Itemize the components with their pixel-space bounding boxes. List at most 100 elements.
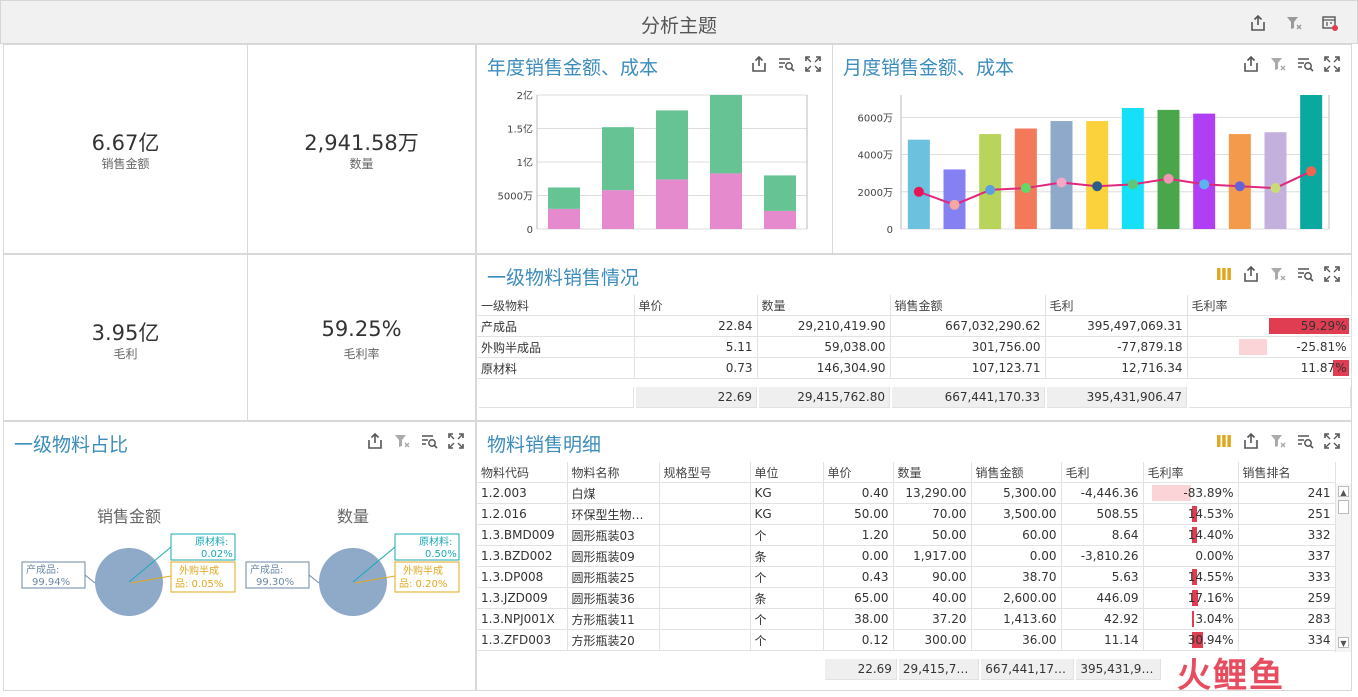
export-icon[interactable] [1242, 265, 1260, 283]
column-header[interactable]: 物料代码 [477, 462, 568, 483]
scroll-up-arrow-icon[interactable]: ▲ [1338, 486, 1349, 497]
column-header[interactable]: 单位 [750, 462, 824, 483]
cell-rate: 3.04% [1143, 608, 1239, 630]
clear-filter-icon[interactable] [1269, 55, 1287, 73]
column-header[interactable]: 数量 [893, 462, 972, 483]
rate-bar [1269, 318, 1349, 334]
cell-price: 0.43 [823, 566, 894, 588]
clear-filter-icon[interactable] [1285, 14, 1303, 32]
column-chooser-icon[interactable] [1215, 432, 1233, 450]
level1-table-panel: 一级物料销售情况 一级物料 单价 数量 销售金额 毛利 毛利率 产成品 22.84… [476, 254, 1352, 421]
cell-qty: 300.00 [893, 629, 972, 651]
drill-icon[interactable] [1296, 265, 1314, 283]
column-header[interactable]: 数量 [757, 295, 891, 316]
cell-rank: 283 [1238, 608, 1336, 630]
column-header[interactable]: 毛利 [1045, 295, 1188, 316]
kpi-value: 2,941.58万 [304, 131, 419, 155]
column-header[interactable]: 销售排名 [1238, 462, 1336, 483]
column-header[interactable]: 单价 [823, 462, 894, 483]
cell-qty: 37.20 [893, 608, 972, 630]
clear-filter-icon[interactable] [1269, 265, 1287, 283]
page-title: 分析主题 [640, 15, 717, 37]
cell-rate: 59.29% [1187, 315, 1352, 337]
cell-rank: 241 [1238, 482, 1336, 504]
total-amount: 667,441,170… [981, 659, 1075, 680]
cell-price: 50.00 [823, 503, 894, 525]
table-row[interactable]: 1.3.DP008 圆形瓶装25 个 0.43 90.00 38.70 5.63 14.55%… [477, 566, 1336, 588]
column-header[interactable]: 物料名称 [567, 462, 660, 483]
clear-filter-icon[interactable] [1269, 432, 1287, 450]
cell-profit: -3,810.26 [1061, 545, 1144, 567]
clear-filter-icon[interactable] [393, 432, 411, 450]
panel-title: 一级物料销售情况 [487, 267, 640, 289]
column-chooser-icon[interactable] [1215, 265, 1233, 283]
cell-code: 1.2.016 [477, 503, 568, 525]
y-tick-label: 0 [887, 225, 893, 236]
table-row[interactable]: 1.2.016 环保型生物… KG 50.00 70.00 3,500.00 508.55 1… [477, 503, 1336, 525]
column-header[interactable]: 销售金额 [971, 462, 1062, 483]
bar-segment [602, 190, 634, 229]
drill-icon[interactable] [1296, 432, 1314, 450]
cell-unit: 条 [750, 587, 824, 609]
table-row[interactable]: 外购半成品 5.11 59,038.00 301,756.00 -77,879.18 -2… [477, 336, 1352, 358]
export-icon[interactable] [366, 432, 384, 450]
export-icon[interactable] [1242, 55, 1260, 73]
line-point [949, 199, 960, 210]
column-header[interactable]: 毛利率 [1143, 462, 1239, 483]
table-row[interactable]: 1.3.BZD002 圆形瓶装09 条 0.00 1,917.00 0.00 -3,810.… [477, 545, 1336, 567]
watermark-logo: 火鲤鱼 [1177, 656, 1285, 696]
fullscreen-icon[interactable] [1323, 55, 1341, 73]
table-row[interactable]: 1.3.NPJ001X 方形瓶装11 个 38.00 37.20 1,413.60 42.9… [477, 608, 1336, 630]
cell-rate: 17.16% [1143, 587, 1239, 609]
calendar-icon[interactable] [1321, 14, 1339, 32]
cell-price: 0.73 [634, 357, 758, 379]
column-header[interactable]: 毛利 [1061, 462, 1144, 483]
drill-icon[interactable] [777, 55, 795, 73]
line-point [1234, 181, 1245, 192]
export-icon[interactable] [1249, 14, 1267, 32]
cell-spec [659, 608, 751, 630]
export-icon[interactable] [750, 55, 768, 73]
column-header[interactable]: 一级物料 [477, 295, 635, 316]
cell-qty: 1,917.00 [893, 545, 972, 567]
export-icon[interactable] [1242, 432, 1260, 450]
cell-rank: 333 [1238, 566, 1336, 588]
column-header[interactable]: 规格型号 [659, 462, 751, 483]
callout-box-left [245, 561, 310, 589]
cell-unit: 个 [750, 629, 824, 651]
cell-qty: 40.00 [893, 587, 972, 609]
fullscreen-icon[interactable] [1323, 432, 1341, 450]
table-row[interactable]: 1.2.003 白煤 KG 0.40 13,290.00 5,300.00 -4,446.3… [477, 482, 1336, 504]
fullscreen-icon[interactable] [447, 432, 465, 450]
total-price: 22.69 [636, 387, 757, 408]
table-row[interactable]: 1.3.JZD009 圆形瓶装36 条 65.00 40.00 2,600.00 446.0… [477, 587, 1336, 609]
column-header[interactable]: 毛利率 [1187, 295, 1352, 316]
vertical-scrollbar[interactable]: ▲ ▼ [1335, 484, 1351, 652]
kpi-sales-amount: 6.67亿 销售金额 [3, 44, 248, 254]
y-tick-label: 2亿 [517, 89, 533, 102]
cell-rank: 251 [1238, 503, 1336, 525]
fullscreen-icon[interactable] [804, 55, 822, 73]
line-point [985, 184, 996, 195]
total-profit: 395,431,90… [1076, 659, 1161, 680]
rate-text: 0.00% [1195, 549, 1234, 563]
table-row[interactable]: 1.3.BMD009 圆形瓶装03 个 1.20 50.00 60.00 8.64 14.40… [477, 524, 1336, 546]
fullscreen-icon[interactable] [1323, 265, 1341, 283]
cell-name: 白煤 [567, 482, 660, 504]
cell-profit: -77,879.18 [1045, 336, 1188, 358]
column-header[interactable]: 销售金额 [890, 295, 1046, 316]
rate-text: 14.55% [1187, 570, 1234, 584]
cell-unit: 个 [750, 524, 824, 546]
table-row[interactable]: 原材料 0.73 146,304.90 107,123.71 12,716.34 11.8… [477, 357, 1352, 379]
total-profit: 395,431,906.47 [1047, 387, 1187, 408]
scroll-down-arrow-icon[interactable]: ▼ [1338, 637, 1349, 648]
cell-amount: 0.00 [971, 545, 1062, 567]
table-row[interactable]: 产成品 22.84 29,210,419.90 667,032,290.62 395,4… [477, 315, 1352, 337]
cell-profit: 395,497,069.31 [1045, 315, 1188, 337]
column-header[interactable]: 单价 [634, 295, 758, 316]
drill-icon[interactable] [1296, 55, 1314, 73]
line-point [1199, 179, 1210, 190]
scroll-thumb[interactable] [1338, 500, 1349, 514]
table-row[interactable]: 1.3.ZFD003 方形瓶装20 个 0.12 300.00 36.00 11.14 30.… [477, 629, 1336, 651]
drill-icon[interactable] [420, 432, 438, 450]
